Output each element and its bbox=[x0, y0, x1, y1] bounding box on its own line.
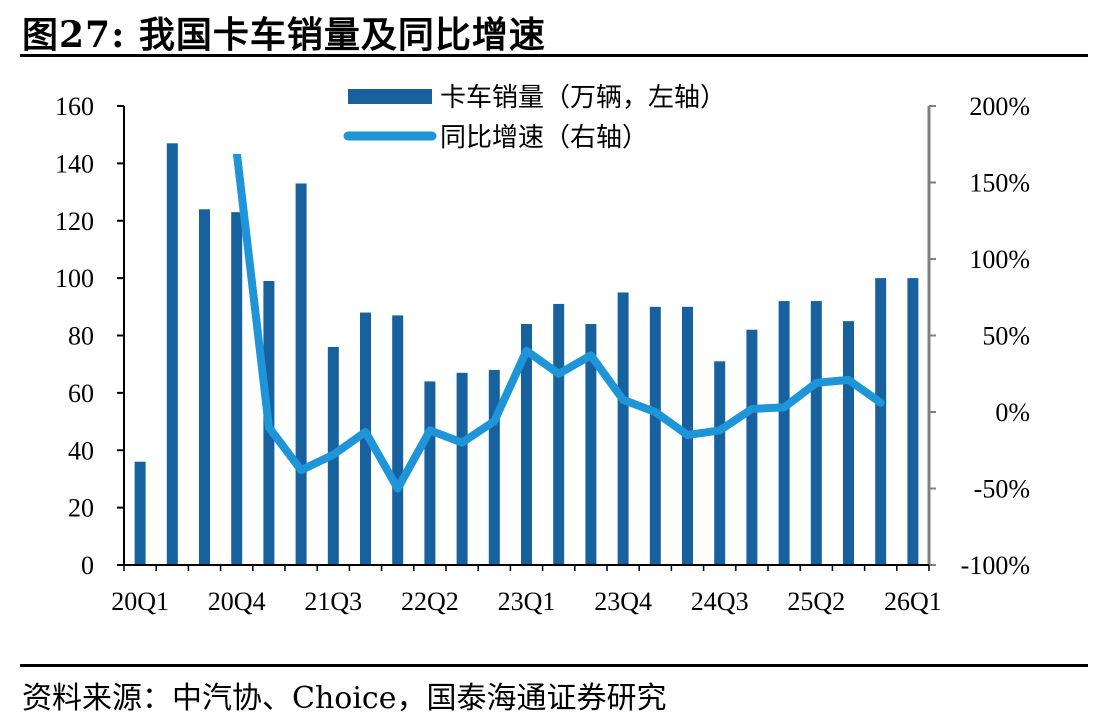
bar-22Q2 bbox=[424, 381, 436, 565]
bar-23Q3 bbox=[585, 324, 597, 565]
bar-23Q1 bbox=[521, 324, 532, 565]
bar-23Q2 bbox=[553, 303, 565, 565]
legend: 卡车销量（万辆，左轴） 同比增速（右轴） bbox=[343, 83, 726, 152]
y-right-tick-label: 150% bbox=[969, 169, 1030, 198]
bar-25Q2 bbox=[810, 301, 822, 565]
y-left-tick-label: 0 bbox=[81, 551, 94, 580]
y-right-tick-label: 0% bbox=[995, 398, 1030, 427]
bar-20Q4 bbox=[231, 212, 243, 566]
bar-20Q2 bbox=[166, 143, 178, 565]
bar-24Q3 bbox=[714, 361, 726, 565]
y-left-tick-label: 100 bbox=[55, 264, 94, 293]
y-right-tick-label: 50% bbox=[982, 322, 1030, 351]
y-right-tick-label: -100% bbox=[961, 551, 1030, 580]
x-tick-label-20Q1: 20Q1 bbox=[111, 587, 169, 616]
x-tick-label-20Q4: 20Q4 bbox=[208, 587, 266, 616]
legend-line-label: 同比增速（右轴） bbox=[440, 123, 648, 152]
bar-21Q2 bbox=[295, 183, 307, 566]
bar-25Q1 bbox=[778, 301, 790, 565]
bar-22Q1 bbox=[392, 315, 404, 565]
bar-22Q4 bbox=[488, 369, 500, 565]
y-left-tick-label: 80 bbox=[68, 322, 94, 351]
y-left-tick-label: 40 bbox=[68, 436, 94, 465]
legend-bar-label: 卡车销量（万辆，左轴） bbox=[440, 83, 726, 112]
bar-20Q3 bbox=[199, 209, 210, 565]
y-left-tick-label: 60 bbox=[68, 379, 94, 408]
x-tick-label-22Q2: 22Q2 bbox=[401, 587, 459, 616]
x-tick-label-25Q2: 25Q2 bbox=[787, 587, 845, 616]
legend-bar-swatch bbox=[348, 89, 432, 104]
y-left-tick-label: 140 bbox=[55, 149, 94, 178]
x-tick-label-23Q4: 23Q4 bbox=[594, 587, 652, 616]
x-tick-label-23Q1: 23Q1 bbox=[498, 587, 556, 616]
figure-title: 图27: 我国卡车销量及同比增速 bbox=[22, 14, 546, 56]
source-note: 资料来源：中汽协、Choice，国泰海通证券研究 bbox=[22, 681, 667, 716]
bar-22Q3 bbox=[456, 372, 468, 565]
bar-25Q4 bbox=[875, 278, 887, 565]
y-left-tick-label: 160 bbox=[55, 92, 94, 121]
y-left-tick-label: 120 bbox=[55, 207, 94, 236]
axes: 0 20 40 60 80 100 120 140 160 -100% -50% 0% 50% 100% 1… bbox=[55, 92, 1030, 616]
bar-23Q4 bbox=[617, 292, 629, 565]
source-rule bbox=[20, 664, 1088, 667]
y-right-tick-label: 100% bbox=[969, 245, 1030, 274]
x-tick-label-26Q1: 26Q1 bbox=[884, 587, 942, 616]
x-tick-label-21Q3: 21Q3 bbox=[304, 587, 362, 616]
y-right-tick-label: -50% bbox=[974, 475, 1030, 504]
y-right-tick-label: 200% bbox=[969, 92, 1030, 121]
bar-24Q4 bbox=[746, 329, 758, 565]
bar-25Q3 bbox=[843, 321, 854, 565]
y-left-tick-label: 20 bbox=[68, 494, 94, 523]
bar-20Q1 bbox=[134, 461, 146, 565]
bar-26Q1 bbox=[907, 278, 919, 565]
title-rule bbox=[20, 54, 1088, 57]
bar-24Q1 bbox=[649, 306, 661, 565]
line-series bbox=[232, 151, 885, 493]
chart: 0 20 40 60 80 100 120 140 160 -100% -50% 0% 50% 100% 1… bbox=[55, 83, 1030, 616]
x-tick-label-24Q3: 24Q3 bbox=[691, 587, 749, 616]
